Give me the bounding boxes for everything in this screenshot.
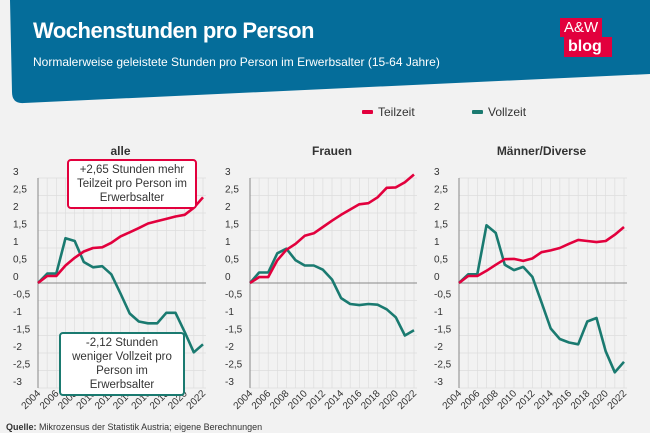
y-tick-label: -2,5 [13,360,31,371]
y-tick-label: 1 [13,237,19,248]
x-tick-label: 2008 [477,388,501,412]
source-label: Quelle: [6,422,37,432]
x-tick-label: 2004 [441,388,465,412]
panel-title: Frauen [312,144,352,158]
y-tick-label: 0 [13,272,19,283]
y-tick-label: -2,5 [434,360,452,371]
y-tick-label: -0,5 [225,290,243,301]
logo-top: A&W [560,18,603,37]
legend-vollzeit: Vollzeit [472,105,526,119]
y-tick-label: -3 [13,377,22,388]
series-line-teilzeit [249,173,415,285]
series-line-teilzeit [458,226,625,285]
y-tick-label: -2,5 [225,360,243,371]
legend-teilzeit: Teilzeit [362,105,415,119]
y-tick-label: -3 [434,377,443,388]
y-tick-label: 3 [225,167,231,178]
y-tick-label: 2,5 [13,185,27,196]
source-note: Quelle: Mikrozensus der Statistik Austri… [6,422,262,432]
x-tick-label: 2018 [569,388,593,412]
y-tick-label: -3 [225,377,234,388]
page-title: Wochenstunden pro Person [33,18,314,43]
y-tick-label: 2 [13,202,19,213]
y-tick-label: 2,5 [225,185,239,196]
page-subtitle: Normalerweise geleistete Stunden pro Per… [33,55,440,69]
y-tick-label: 2 [434,202,440,213]
x-tick-label: 2012 [514,388,538,412]
y-tick-label: 2,5 [434,185,448,196]
x-tick-label: 2006 [250,388,274,412]
y-tick-label: -1 [434,307,443,318]
x-tick-label: 2016 [341,388,365,412]
x-tick-label: 2022 [606,388,630,412]
legend-label: Teilzeit [378,105,415,119]
annotation-vollzeit: -2,12 Stunden weniger Vollzeit pro Perso… [59,332,185,396]
y-tick-label: 1 [434,237,440,248]
y-tick-label: -1,5 [434,325,452,336]
x-tick-label: 2014 [323,388,347,412]
y-tick-label: 0 [434,272,440,283]
panel-1: Frauen32,521,510,50-0,5-1-1,5-2-2,5-3200… [225,144,419,412]
legend-swatch-teilzeit [362,110,373,114]
x-tick-label: 2014 [532,388,556,412]
y-tick-label: 3 [434,167,440,178]
series-line-vollzeit [458,224,625,374]
x-tick-label: 2006 [459,388,483,412]
y-tick-label: -2 [225,342,234,353]
y-tick-label: -0,5 [13,290,31,301]
x-tick-label: 2004 [20,388,44,412]
x-tick-label: 2010 [496,388,520,412]
x-tick-label: 2016 [551,388,575,412]
x-tick-label: 2020 [587,388,611,412]
series-line-vollzeit [249,247,415,337]
y-tick-label: 0,5 [13,255,27,266]
x-tick-label: 2022 [185,388,209,412]
y-tick-label: 0 [225,272,231,283]
header-banner [10,0,650,104]
legend-label: Vollzeit [488,105,527,119]
y-tick-label: 1,5 [225,220,239,231]
y-tick-label: -2 [13,342,22,353]
x-tick-label: 2004 [232,388,256,412]
y-tick-label: 3 [13,167,19,178]
x-tick-label: 2022 [396,388,420,412]
legend-swatch-vollzeit [472,110,483,114]
y-tick-label: 0,5 [225,255,239,266]
aw-blog-logo: A&W blog [560,18,612,57]
y-tick-label: 1,5 [434,220,448,231]
y-tick-label: 1 [225,237,231,248]
series-line-vollzeit [37,236,204,354]
x-tick-label: 2010 [286,388,310,412]
logo-bottom: blog [564,37,612,57]
x-tick-label: 2018 [359,388,383,412]
annotation-teilzeit: +2,65 Stunden mehr Teilzeit pro Person i… [67,159,197,209]
source-text: Mikrozensus der Statistik Austria; eigen… [39,422,263,432]
x-tick-label: 2012 [304,388,328,412]
y-tick-label: -0,5 [434,290,452,301]
y-tick-label: -2 [434,342,443,353]
y-tick-label: 2 [225,202,231,213]
x-tick-label: 2008 [268,388,292,412]
y-tick-label: -1,5 [225,325,243,336]
y-tick-label: 0,5 [434,255,448,266]
panel-title: Männer/Diverse [497,144,587,158]
y-tick-label: -1,5 [13,325,31,336]
y-tick-label: -1 [13,307,22,318]
y-tick-label: -1 [225,307,234,318]
panel-title: alle [110,144,130,158]
panel-2: Männer/Diverse 3 2,5 2 1,5 1 0,5 0 -0,5 -1 -1,5 -2 -… [434,144,629,412]
x-tick-label: 2020 [377,388,401,412]
y-tick-label: 1,5 [13,220,27,231]
series-line-teilzeit [37,196,204,285]
